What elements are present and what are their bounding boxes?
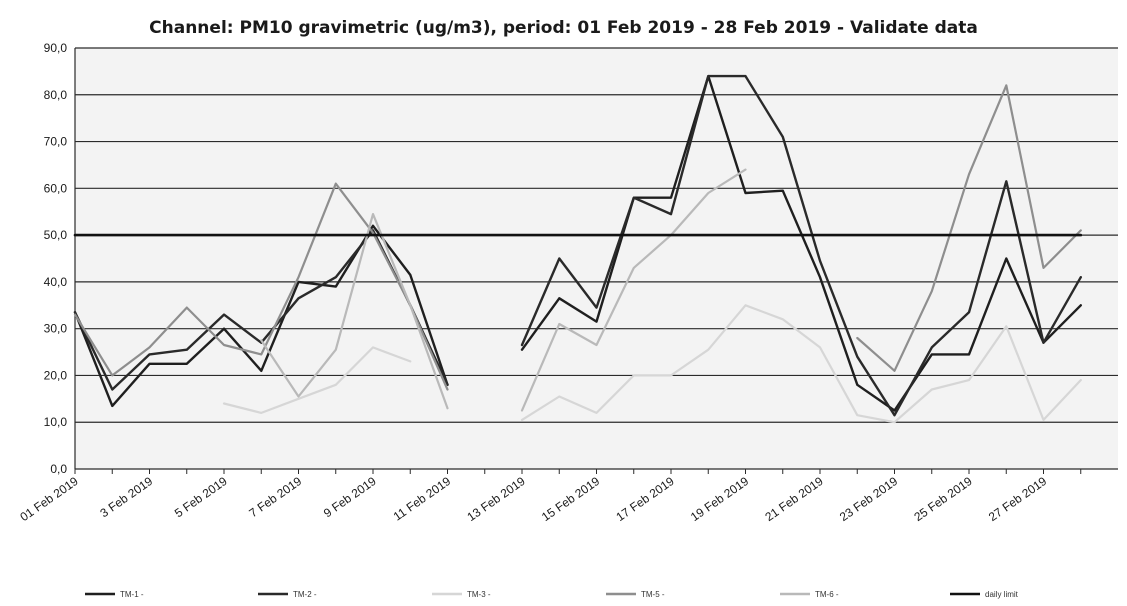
y-tick-label: 40,0 (44, 275, 68, 289)
y-tick-label: 50,0 (44, 228, 68, 242)
series-lines (73, 74, 1083, 424)
x-tick-label: 27 Feb 2019 (986, 474, 1049, 524)
x-tick-label: 23 Feb 2019 (837, 474, 900, 524)
y-tick-label: 90,0 (44, 41, 68, 55)
x-tick-label: 9 Feb 2019 (321, 474, 379, 520)
y-tick-label: 20,0 (44, 368, 68, 382)
legend-label-tm-6: TM-6 - (815, 590, 839, 599)
legend-label-tm-5: TM-5 - (641, 590, 665, 599)
x-tick-label: 19 Feb 2019 (688, 474, 751, 524)
x-tick-label: 7 Feb 2019 (246, 474, 304, 520)
y-tick-label: 10,0 (44, 415, 68, 429)
legend-label-tm-3: TM-3 - (467, 590, 491, 599)
series-line-tm-3 (222, 304, 1082, 424)
plot-area (75, 48, 1118, 469)
legend: TM-1 - TM-2 - TM-3 - TM-5 - TM-6 - daily limi… (85, 590, 1019, 599)
x-tick-label: 11 Feb 2019 (391, 474, 454, 524)
x-tick-label: 15 Feb 2019 (539, 474, 602, 524)
x-axis-ticks: 01 Feb 2019 3 Feb 2019 5 Feb 2019 7 Feb 201… (17, 469, 1082, 524)
y-axis-ticks: 0,0 10,0 20,0 30,0 40,0 50,0 60,0 70,0 80,0 90,0 (44, 41, 68, 476)
legend-label-daily-limit: daily limit (985, 590, 1019, 599)
x-tick-label: 5 Feb 2019 (172, 474, 230, 520)
y-tick-label: 70,0 (44, 135, 68, 149)
y-tick-label: 0,0 (50, 462, 67, 476)
series-line-tm-5 (73, 84, 1082, 391)
legend-label-tm-1: TM-1 - (120, 590, 144, 599)
series-line-tm-6 (260, 168, 747, 412)
x-tick-label: 21 Feb 2019 (762, 474, 825, 524)
y-tick-label: 80,0 (44, 88, 68, 102)
x-tick-label: 17 Feb 2019 (613, 474, 676, 524)
y-tick-label: 30,0 (44, 322, 68, 336)
x-tick-label: 01 Feb 2019 (17, 474, 80, 524)
x-tick-label: 13 Feb 2019 (464, 474, 527, 524)
y-tick-label: 60,0 (44, 181, 68, 195)
legend-label-tm-2: TM-2 - (293, 590, 317, 599)
x-tick-label: 3 Feb 2019 (97, 474, 155, 520)
x-tick-label: 25 Feb 2019 (911, 474, 974, 524)
plot-background (75, 48, 1118, 469)
chart-title: Channel: PM10 gravimetric (ug/m3), perio… (149, 18, 978, 38)
